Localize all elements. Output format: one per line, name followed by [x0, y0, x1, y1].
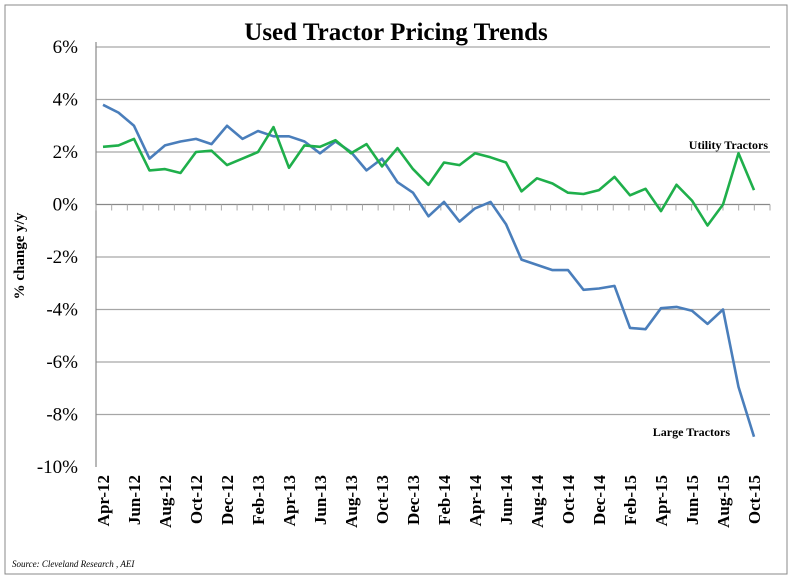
x-tick-label: Dec-14 [590, 475, 609, 526]
x-tick-label: Jun-13 [311, 475, 330, 525]
y-tick-label: 0% [53, 195, 79, 216]
y-tick-label: -2% [46, 247, 78, 268]
series-line-utility-tractors [102, 125, 756, 227]
x-tick-label: Oct-12 [187, 475, 206, 524]
x-tick-label: Aug-12 [156, 475, 175, 528]
x-tick-label: Feb-13 [249, 475, 268, 525]
source-note: Source: Cleveland Research , AEI [12, 559, 135, 569]
x-tick-label: Aug-13 [342, 475, 361, 528]
y-tick-label: 4% [53, 90, 79, 111]
x-tick-label: Oct-15 [745, 475, 764, 524]
x-tick-label: Apr-12 [94, 475, 113, 526]
series-label-utility-tractors: Utility Tractors [689, 138, 769, 152]
y-tick-label: -4% [46, 300, 78, 321]
y-tick-label: -6% [46, 352, 78, 373]
x-tick-label: Dec-13 [404, 475, 423, 525]
x-tick-label: Apr-14 [466, 475, 485, 527]
chart-title: Used Tractor Pricing Trends [244, 19, 548, 46]
series-label-large-tractors: Large Tractors [653, 425, 731, 439]
x-tick-label: Oct-14 [559, 475, 578, 525]
y-tick-label: 2% [53, 142, 79, 163]
y-tick-label: -8% [46, 405, 78, 426]
x-tick-label: Feb-14 [435, 475, 454, 526]
x-tick-label: Aug-14 [528, 475, 547, 528]
x-tick-label: Dec-12 [218, 475, 237, 525]
y-tick-label: 6% [53, 37, 79, 58]
series-line-large-tractors [102, 103, 756, 438]
x-tick-label: Jun-14 [497, 475, 516, 526]
x-tick-label: Jun-15 [683, 475, 702, 525]
x-tick-label: Jun-12 [125, 475, 144, 525]
x-tick-label: Feb-15 [621, 475, 640, 525]
y-axis-title: % change y/y [12, 212, 28, 299]
x-tick-label: Oct-13 [373, 475, 392, 524]
x-tick-label: Apr-15 [652, 475, 671, 526]
y-tick-label: -10% [37, 457, 78, 478]
x-tick-label: Apr-13 [280, 475, 299, 526]
x-tick-label: Aug-15 [714, 475, 733, 528]
